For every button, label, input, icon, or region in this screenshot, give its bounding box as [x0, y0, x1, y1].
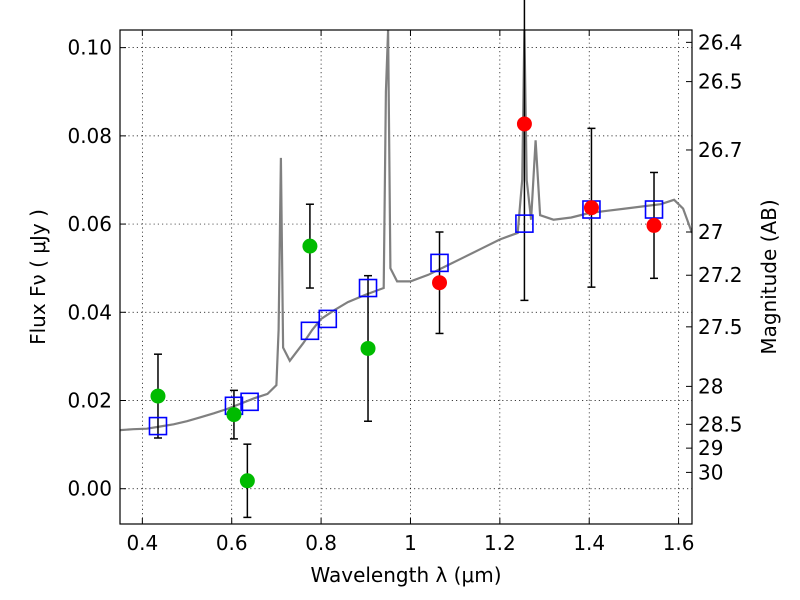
y2-tick-label: 27.5 — [698, 315, 743, 339]
model-photometry-square — [240, 392, 259, 412]
y2-tick-label: 30 — [698, 460, 723, 484]
y2-tick-label: 27.2 — [698, 263, 743, 287]
observed-green-point — [302, 238, 318, 254]
y2-tick-label: 29 — [698, 436, 723, 460]
y-tick-label: 0.02 — [67, 389, 112, 413]
plot-area-background — [120, 30, 692, 524]
observed-green-point — [226, 407, 242, 423]
observed-red-point — [583, 200, 599, 216]
model-photometry-square — [300, 321, 320, 341]
x-tick-label: 0.4 — [126, 531, 158, 555]
y2-tick-label: 27 — [698, 220, 723, 244]
observed-red-point — [516, 116, 532, 132]
grid-lines — [120, 30, 692, 524]
data-series — [120, 0, 692, 519]
observed-red-point — [646, 217, 662, 233]
y-axis-label: Flux Fν ( μJy ) — [26, 209, 50, 345]
y-tick-label: 0.06 — [67, 212, 112, 236]
y2-tick-label: 28 — [698, 374, 723, 398]
plot-frame — [119, 29, 693, 525]
model-photometry-square — [358, 278, 378, 298]
x-tick-label: 0.8 — [305, 531, 337, 555]
y-tick-label: 0.04 — [67, 300, 112, 324]
observed-green-point — [360, 340, 376, 356]
x-axis-label: Wavelength λ (μm) — [310, 563, 501, 587]
x-tick-label: 0.6 — [216, 531, 248, 555]
model-photometry-square — [148, 416, 168, 436]
model-photometry-square — [318, 309, 338, 329]
y-tick-label: 0.00 — [67, 477, 112, 501]
model-photometry-square — [515, 214, 534, 233]
y2-tick-label: 26.4 — [698, 30, 743, 54]
spectrum-line — [120, 30, 692, 432]
y2-tick-label: 26.7 — [698, 138, 743, 162]
axis-ticks: 0.4 0.6 0.8 1 1.2 1.4 1.6 0.00 0.02 0.04 0.06 0.08 0… — [67, 30, 743, 555]
observed-green-point — [239, 473, 255, 489]
y-tick-label: 0.10 — [67, 36, 112, 60]
y-tick-label: 0.08 — [67, 124, 112, 148]
x-tick-label: 1.2 — [484, 531, 516, 555]
model-photometry-square — [430, 253, 449, 273]
y2-tick-label: 28.5 — [698, 412, 743, 436]
y2-tick-label: 26.5 — [698, 70, 743, 94]
observed-green-point — [150, 388, 166, 404]
observed-red-point — [432, 275, 448, 291]
x-tick-label: 1.6 — [663, 531, 695, 555]
x-tick-label: 1 — [404, 531, 417, 555]
x-tick-label: 1.4 — [573, 531, 605, 555]
y2-axis-label: Magnitude (AB) — [757, 199, 781, 354]
